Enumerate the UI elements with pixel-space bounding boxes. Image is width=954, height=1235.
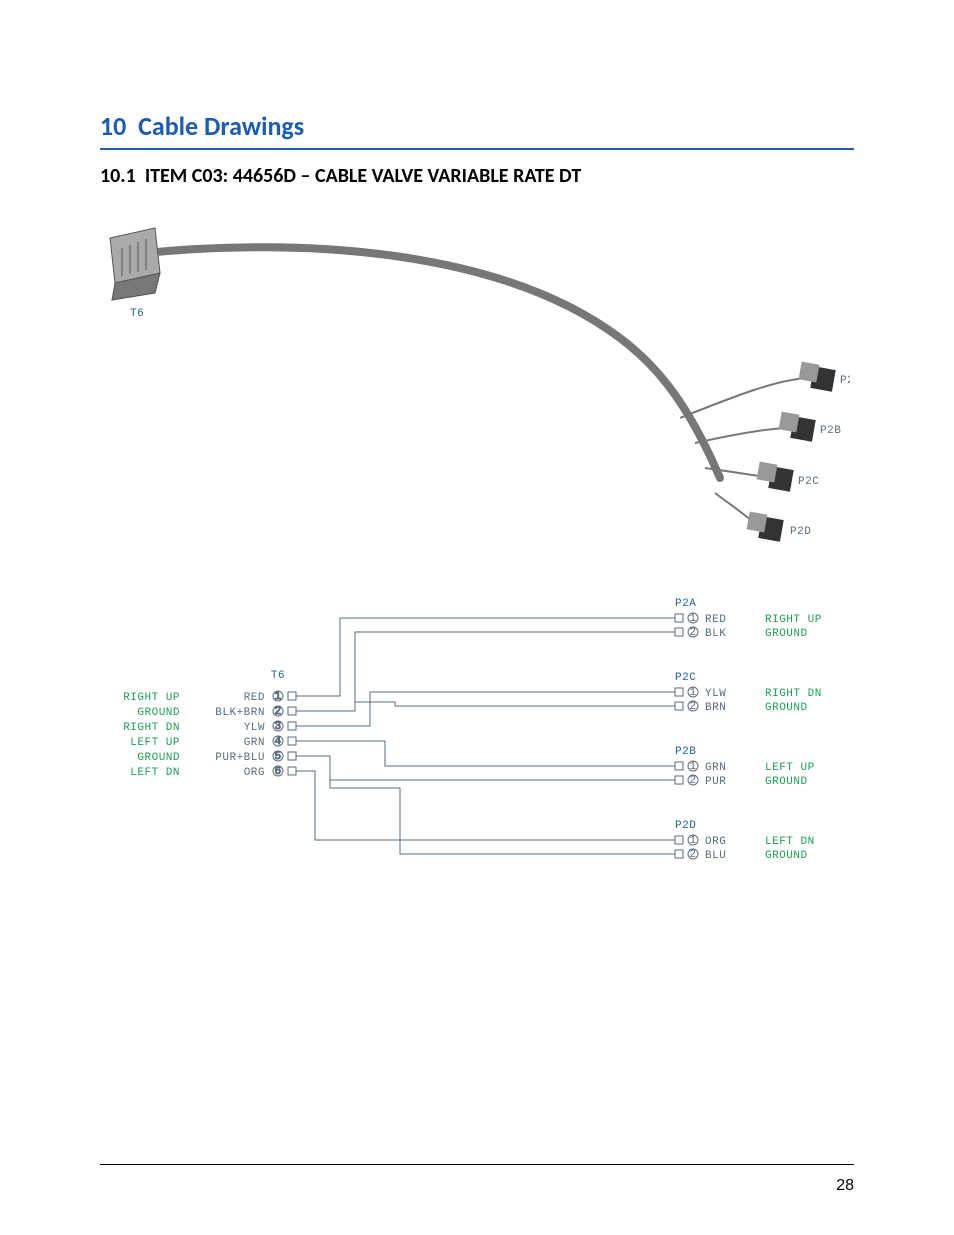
- connector-p2c-icon: [757, 462, 794, 492]
- section-name: ITEM C03: 44656D – CABLE VALVE VARIABLE …: [145, 164, 581, 188]
- connector-label-p2c-top: P2C: [798, 476, 819, 488]
- p2b-color-1: GRN: [705, 762, 726, 774]
- p2c-header: P2C: [675, 672, 696, 684]
- svg-text:5: 5: [274, 751, 281, 763]
- p2c-signal-2: GROUND: [765, 702, 808, 714]
- p2d-header: P2D: [675, 820, 696, 832]
- t6-signal-2: GROUND: [137, 707, 180, 719]
- svg-text:2: 2: [274, 706, 281, 718]
- p2a-color-1: RED: [705, 614, 726, 626]
- cable-diagram: T6 P2A P2B P2C: [100, 218, 850, 918]
- p2d-color-1: ORG: [705, 836, 726, 848]
- t6-signal-6: LEFT DN: [130, 767, 180, 779]
- connector-label-p2b-top: P2B: [820, 425, 841, 437]
- svg-text:2: 2: [689, 627, 696, 639]
- connector-p2a-icon: [799, 362, 836, 392]
- svg-text:2: 2: [689, 849, 696, 861]
- p2a-signal-2: GROUND: [765, 628, 808, 640]
- t6-color-1: RED: [244, 692, 265, 704]
- svg-text:6: 6: [274, 766, 281, 778]
- p2d-signal-2: GROUND: [765, 850, 808, 862]
- connector-label-p2a-top: P2A: [840, 375, 850, 387]
- t6-signal-4: LEFT UP: [130, 737, 180, 749]
- t6-color-6: ORG: [244, 767, 265, 779]
- t6-color-5: PUR+BLU: [215, 752, 265, 764]
- t6-color-4: GRN: [244, 737, 265, 749]
- svg-text:1: 1: [689, 613, 696, 625]
- p2b-signal-1: LEFT UP: [765, 762, 815, 774]
- t6-signal-1: RIGHT UP: [123, 692, 180, 704]
- svg-text:1: 1: [689, 761, 696, 773]
- p2a-color-2: BLK: [705, 628, 726, 640]
- footer-rule: [100, 1164, 854, 1165]
- p2c-color-2: BRN: [705, 702, 726, 714]
- connector-t6-icon: [110, 228, 160, 300]
- section-number: 10.1: [100, 164, 136, 188]
- svg-text:1: 1: [689, 835, 696, 847]
- svg-text:2: 2: [689, 701, 696, 713]
- svg-text:1: 1: [274, 691, 281, 703]
- section-title: 10.1 ITEM C03: 44656D – CABLE VALVE VARI…: [100, 164, 854, 188]
- svg-text:3: 3: [274, 721, 281, 733]
- connector-label-p2d-top: P2D: [790, 526, 811, 538]
- chapter-title: 10 Cable Drawings: [100, 110, 854, 150]
- svg-text:2: 2: [689, 775, 696, 787]
- t6-header: T6: [271, 670, 285, 682]
- p2d-color-2: BLU: [705, 850, 726, 862]
- connector-label-t6-top: T6: [130, 308, 144, 320]
- svg-text:4: 4: [274, 736, 281, 748]
- connector-p2b-icon: [779, 412, 816, 442]
- svg-text:1: 1: [689, 687, 696, 699]
- connector-p2d-icon: [747, 512, 784, 542]
- chapter-name: Cable Drawings: [138, 110, 304, 142]
- p2a-header: P2A: [675, 598, 696, 610]
- t6-color-3: YLW: [244, 722, 265, 734]
- t6-signal-3: RIGHT DN: [123, 722, 180, 734]
- p2a-signal-1: RIGHT UP: [765, 614, 822, 626]
- p2c-color-1: YLW: [705, 688, 726, 700]
- p2b-color-2: PUR: [705, 776, 726, 788]
- chapter-number: 10: [100, 110, 126, 142]
- page-number: 28: [836, 1177, 854, 1195]
- p2d-signal-1: LEFT DN: [765, 836, 815, 848]
- t6-signal-5: GROUND: [137, 752, 180, 764]
- t6-color-2: BLK+BRN: [215, 707, 265, 719]
- p2b-header: P2B: [675, 746, 696, 758]
- p2b-signal-2: GROUND: [765, 776, 808, 788]
- p2c-signal-1: RIGHT DN: [765, 688, 822, 700]
